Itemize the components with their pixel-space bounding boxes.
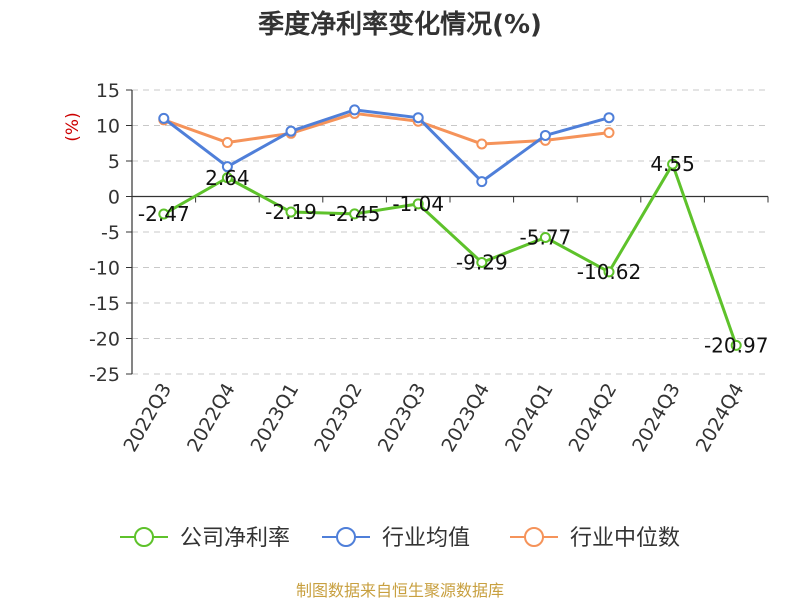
y-tick-label: -5 xyxy=(101,222,120,244)
legend-item[interactable]: 行业均值 xyxy=(322,526,470,551)
x-tick-label: 2024Q1 xyxy=(501,380,558,456)
data-point xyxy=(476,138,488,150)
legend-swatch-marker xyxy=(524,527,544,547)
data-point xyxy=(349,208,361,220)
x-tick-label: 2024Q2 xyxy=(565,380,622,456)
legend[interactable]: 公司净利率 行业均值 行业中位数 xyxy=(120,526,680,551)
data-point xyxy=(285,125,297,137)
x-tick-label: 2024Q4 xyxy=(692,380,749,456)
y-tick-label: -10 xyxy=(89,258,120,280)
data-point xyxy=(412,198,424,210)
y-tick-label: 0 xyxy=(108,187,120,209)
data-point xyxy=(158,208,170,220)
legend-item[interactable]: 行业中位数 xyxy=(510,526,680,551)
y-tick-label: -20 xyxy=(89,329,120,351)
data-point xyxy=(476,176,488,188)
data-point xyxy=(603,127,615,139)
data-label: -2.19 xyxy=(265,200,317,224)
data-label: 2.64 xyxy=(205,166,250,190)
data-point xyxy=(730,339,742,351)
x-tick-label: 2023Q4 xyxy=(437,380,494,456)
legend-swatch-marker xyxy=(134,527,154,547)
x-tick-label: 2022Q3 xyxy=(119,380,176,456)
x-tick-label: 2023Q3 xyxy=(374,380,431,456)
chart-title: 季度净利率变化情况(%) xyxy=(258,10,542,40)
x-tick-label: 2024Q3 xyxy=(628,380,685,456)
x-tick-label: 2022Q4 xyxy=(183,380,240,456)
data-point xyxy=(476,256,488,268)
series-line xyxy=(162,108,610,184)
data-label: -10.62 xyxy=(577,260,641,284)
legend-label: 公司净利率 xyxy=(180,526,290,551)
series-lines xyxy=(158,104,742,351)
data-label: -2.47 xyxy=(138,202,190,226)
data-point xyxy=(603,266,615,278)
data-label: 4.55 xyxy=(650,152,695,176)
data-point xyxy=(285,206,297,218)
legend-item[interactable]: 公司净利率 xyxy=(120,526,290,551)
data-label: -2.45 xyxy=(329,202,381,226)
legend-swatch-marker xyxy=(336,527,356,547)
series-line xyxy=(163,162,738,346)
data-point xyxy=(158,112,170,124)
legend-label: 行业均值 xyxy=(382,526,470,551)
data-point xyxy=(221,137,233,149)
legend-label: 行业中位数 xyxy=(570,526,680,551)
series-line xyxy=(163,111,610,146)
data-labels: -2.47 2.64 -2.19 -2.45 -1.04 -9.29 -5.77-10.62… xyxy=(138,152,769,357)
data-point xyxy=(349,104,361,116)
y-tick-label: 15 xyxy=(96,80,120,102)
data-point xyxy=(539,231,551,243)
data-point xyxy=(603,112,615,124)
data-label: -5.77 xyxy=(520,225,572,249)
source-note: 制图数据来自恒生聚源数据库 xyxy=(295,581,504,600)
y-tick-label: -25 xyxy=(89,364,120,386)
x-tick-label: 2023Q1 xyxy=(247,380,304,456)
y-tick-label: -15 xyxy=(89,293,120,315)
y-tick-label: 5 xyxy=(108,151,120,173)
data-point xyxy=(221,172,233,184)
grid-lines xyxy=(132,89,768,375)
data-label: -20.97 xyxy=(704,333,768,357)
data-point xyxy=(221,161,233,173)
y-unit-label: (%) xyxy=(63,112,83,141)
data-label: -9.29 xyxy=(456,250,508,274)
data-point xyxy=(539,129,551,141)
x-tick-label: 2023Q2 xyxy=(310,380,367,456)
y-tick-label: 10 xyxy=(96,116,120,138)
data-label: -1.04 xyxy=(392,192,444,216)
data-point xyxy=(412,112,424,124)
data-point xyxy=(667,158,679,170)
